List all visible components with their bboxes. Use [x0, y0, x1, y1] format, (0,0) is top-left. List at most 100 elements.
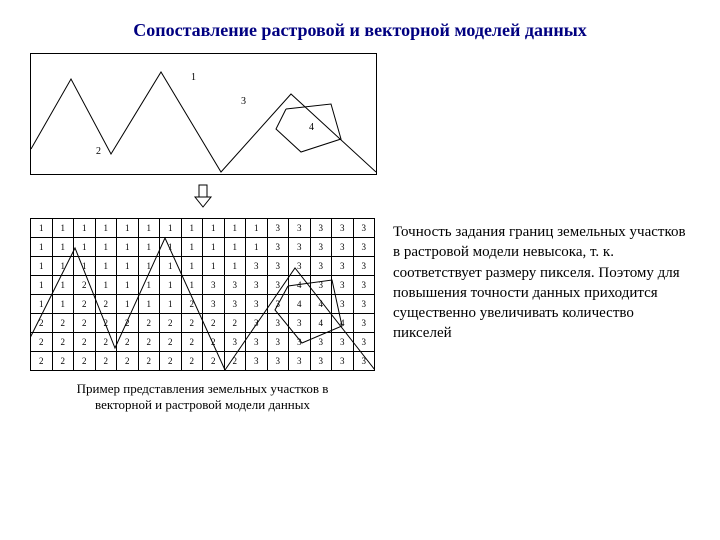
raster-cell: 3 — [246, 276, 268, 295]
raster-cell: 2 — [181, 333, 203, 352]
raster-cell: 2 — [160, 314, 182, 333]
raster-cell: 1 — [138, 257, 160, 276]
raster-cell: 2 — [117, 352, 139, 371]
raster-cell: 2 — [203, 333, 225, 352]
raster-cell: 1 — [181, 219, 203, 238]
raster-cell: 1 — [117, 295, 139, 314]
raster-cell: 2 — [181, 314, 203, 333]
raster-cell: 3 — [353, 276, 375, 295]
raster-cell: 3 — [332, 219, 354, 238]
raster-cell: 1 — [31, 257, 53, 276]
raster-cell: 3 — [332, 295, 354, 314]
raster-cell: 4 — [310, 295, 332, 314]
raster-section: 1111111111133333111111111113333311111111… — [30, 218, 375, 413]
raster-cell: 1 — [52, 238, 74, 257]
raster-cell: 1 — [95, 276, 117, 295]
raster-cell: 1 — [138, 295, 160, 314]
raster-cell: 1 — [95, 238, 117, 257]
vector-diagram: 1 2 3 4 — [30, 53, 377, 175]
raster-cell: 1 — [52, 219, 74, 238]
raster-cell: 3 — [353, 314, 375, 333]
raster-cell: 3 — [289, 333, 311, 352]
raster-cell: 3 — [246, 314, 268, 333]
raster-cell: 2 — [52, 333, 74, 352]
region-label-2: 2 — [96, 146, 101, 157]
raster-cell: 1 — [224, 219, 246, 238]
raster-cell: 1 — [138, 238, 160, 257]
raster-cell: 4 — [289, 295, 311, 314]
raster-cell: 3 — [267, 276, 289, 295]
region-label-3: 3 — [241, 96, 246, 107]
raster-cell: 2 — [74, 295, 96, 314]
raster-cell: 1 — [160, 257, 182, 276]
raster-cell: 1 — [95, 219, 117, 238]
raster-cell: 3 — [353, 219, 375, 238]
raster-cell: 1 — [181, 238, 203, 257]
raster-cell: 3 — [353, 295, 375, 314]
raster-cell: 3 — [332, 333, 354, 352]
down-arrow — [30, 183, 375, 214]
raster-cell: 2 — [74, 276, 96, 295]
raster-cell: 3 — [353, 333, 375, 352]
raster-cell: 3 — [332, 276, 354, 295]
raster-cell: 1 — [31, 238, 53, 257]
raster-cell: 1 — [181, 257, 203, 276]
raster-cell: 2 — [31, 333, 53, 352]
raster-cell: 3 — [267, 295, 289, 314]
region-label-4: 4 — [309, 122, 314, 133]
raster-cell: 3 — [267, 219, 289, 238]
raster-cell: 2 — [52, 314, 74, 333]
raster-cell: 3 — [353, 352, 375, 371]
raster-cell: 4 — [289, 276, 311, 295]
raster-cell: 2 — [52, 352, 74, 371]
page-title: Сопоставление растровой и векторной моде… — [30, 20, 690, 41]
raster-cell: 2 — [203, 314, 225, 333]
raster-cell: 1 — [246, 238, 268, 257]
raster-cell: 2 — [117, 314, 139, 333]
raster-cell: 3 — [246, 352, 268, 371]
raster-cell: 3 — [267, 333, 289, 352]
raster-cell: 3 — [203, 276, 225, 295]
raster-cell: 2 — [138, 333, 160, 352]
raster-cell: 3 — [353, 257, 375, 276]
raster-cell: 2 — [31, 352, 53, 371]
raster-cell: 1 — [160, 238, 182, 257]
raster-cell: 3 — [224, 295, 246, 314]
raster-cell: 1 — [181, 276, 203, 295]
raster-cell: 1 — [203, 257, 225, 276]
raster-cell: 4 — [332, 314, 354, 333]
arrow-down-icon — [190, 183, 216, 209]
raster-cell: 2 — [95, 314, 117, 333]
raster-cell: 3 — [289, 257, 311, 276]
raster-cell: 2 — [74, 314, 96, 333]
raster-cell: 2 — [95, 295, 117, 314]
raster-cell: 3 — [310, 238, 332, 257]
raster-cell: 2 — [224, 352, 246, 371]
raster-cell: 1 — [74, 219, 96, 238]
raster-cell: 2 — [224, 314, 246, 333]
raster-cell: 1 — [138, 276, 160, 295]
raster-cell: 1 — [203, 219, 225, 238]
raster-cell: 1 — [160, 219, 182, 238]
raster-cell: 1 — [117, 276, 139, 295]
raster-cell: 3 — [224, 333, 246, 352]
raster-cell: 2 — [95, 333, 117, 352]
raster-cell: 2 — [74, 352, 96, 371]
raster-cell: 3 — [246, 295, 268, 314]
raster-cell: 3 — [289, 238, 311, 257]
raster-cell: 1 — [31, 276, 53, 295]
raster-cell: 3 — [353, 238, 375, 257]
raster-cell: 3 — [310, 333, 332, 352]
raster-cell: 4 — [310, 314, 332, 333]
raster-cell: 3 — [289, 219, 311, 238]
raster-cell: 3 — [267, 352, 289, 371]
raster-cell: 1 — [117, 219, 139, 238]
raster-cell: 2 — [160, 352, 182, 371]
raster-cell: 3 — [267, 238, 289, 257]
figure-caption: Пример представления земельных участков … — [53, 381, 353, 413]
raster-cell: 3 — [289, 352, 311, 371]
raster-cell: 2 — [117, 333, 139, 352]
raster-cell: 3 — [224, 276, 246, 295]
raster-cell: 2 — [203, 352, 225, 371]
raster-cell: 1 — [160, 276, 182, 295]
